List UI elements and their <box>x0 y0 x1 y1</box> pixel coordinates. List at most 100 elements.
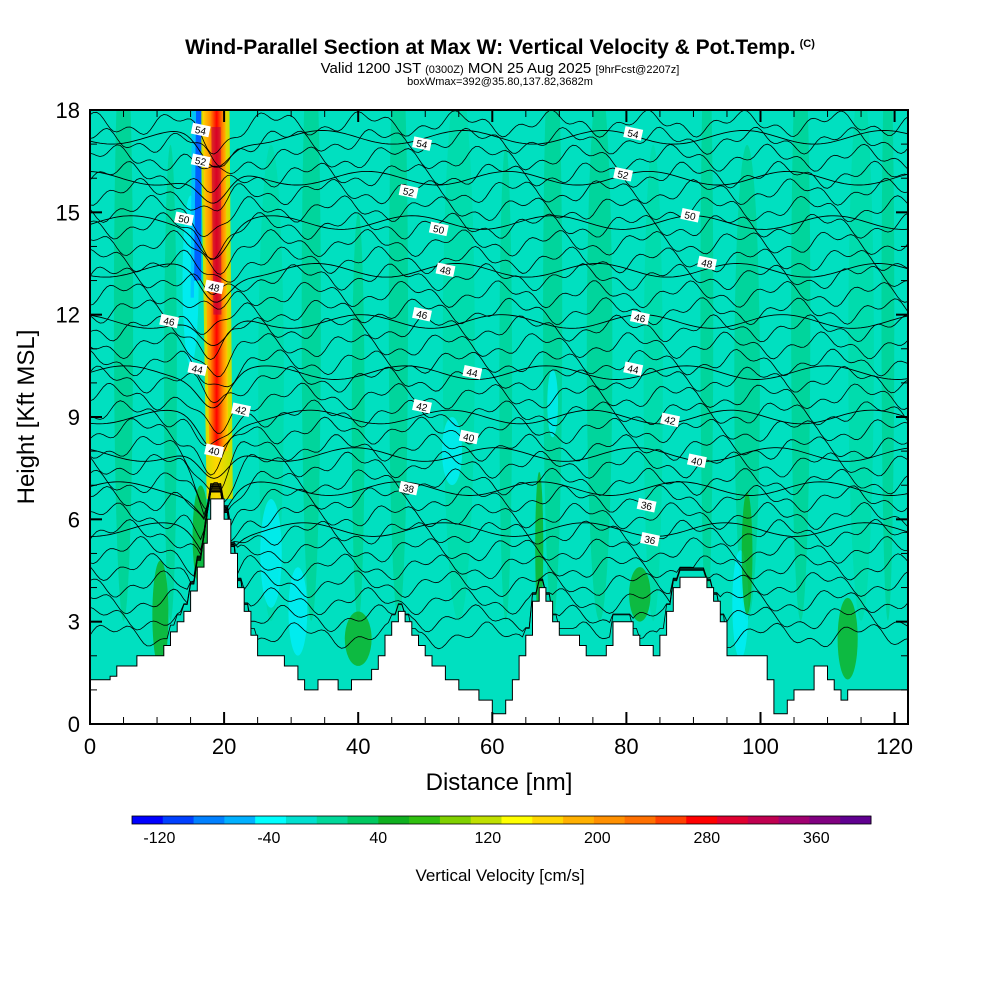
updraft-spot <box>741 492 753 615</box>
contour-label: 48 <box>697 255 717 271</box>
y-tick-label: 15 <box>56 200 80 225</box>
theta-contour-54 <box>90 130 908 168</box>
contour-label-bg <box>428 221 449 237</box>
contour-label: 46 <box>629 310 650 326</box>
theta-contour <box>90 399 908 447</box>
contour-label: 54 <box>190 122 211 138</box>
contour-label-bg <box>412 136 432 151</box>
theta-contour <box>90 177 908 212</box>
x-tick-label: 80 <box>614 734 638 759</box>
theta-contour <box>90 489 908 616</box>
contour-label-text: 54 <box>415 139 429 152</box>
colorbar-swatch <box>501 816 533 824</box>
plot-area: 54 54 54 52 52 52 50 50 50 48 48 48 46 46 46 44 44 44 42 42… <box>90 110 908 724</box>
forecast-tag: [9hrFcst@2207z] <box>595 64 680 76</box>
theta-contour-52 <box>90 170 908 204</box>
theta-contour <box>90 416 908 476</box>
theta-contour <box>90 450 908 512</box>
contour-label: 36 <box>636 497 657 513</box>
colorbar-tick-label: 360 <box>803 830 830 847</box>
y-tick-label: 3 <box>68 610 80 635</box>
contour-label-text: 50 <box>177 214 191 227</box>
colorbar-tick-label: 40 <box>369 830 387 847</box>
colorbar-swatch <box>409 816 441 824</box>
colorbar-swatch <box>809 816 841 824</box>
contour-label-bg <box>204 443 225 458</box>
contour-label: 50 <box>680 207 701 223</box>
contour-label-text: 44 <box>626 364 640 377</box>
theta-contour <box>90 382 908 434</box>
contour-label: 54 <box>412 136 432 152</box>
field-streak <box>113 110 134 621</box>
field-streak <box>881 110 895 621</box>
theta-contour <box>90 365 908 404</box>
theta-contour-38 <box>90 481 908 519</box>
contour-label-bg <box>623 361 644 376</box>
contour-label-bg <box>613 167 634 182</box>
contour-label: 52 <box>190 153 211 169</box>
theta-contour-46 <box>90 314 908 347</box>
x-tick-label: 60 <box>480 734 504 759</box>
contour-label: 50 <box>428 221 449 237</box>
y-tick-label: 18 <box>56 98 80 123</box>
theta-contour <box>90 143 908 175</box>
contour-label-bg <box>187 361 208 376</box>
theta-contour <box>90 229 908 275</box>
y-axis-title: Height [Kft MSL] <box>13 330 40 505</box>
contour-label-text: 50 <box>683 210 697 223</box>
theta-contour <box>90 297 908 335</box>
downdraft-spot <box>260 499 282 608</box>
colorbar-tick-label: -40 <box>257 830 280 847</box>
colorbar-swatch <box>162 816 195 824</box>
contour-label: 46 <box>412 306 432 322</box>
contour-label-bg <box>462 364 483 380</box>
updraft-spot <box>344 611 372 666</box>
theta-contour <box>90 485 908 543</box>
updraft-plume <box>190 110 233 499</box>
theta-contour-42 <box>90 409 908 452</box>
contour-label: 38 <box>398 480 419 496</box>
field-streak <box>586 110 613 621</box>
contour-label-text: 54 <box>626 128 640 141</box>
x-axis-title: Distance [nm] <box>426 769 573 796</box>
colorbar-swatch <box>717 816 749 824</box>
field-streak <box>848 110 874 621</box>
colorbar: -120 -40 40 120 200 280 360 <box>131 815 872 847</box>
valid-utc: (0300Z) <box>425 64 464 76</box>
title-mark: (C) <box>799 38 815 50</box>
theta-contour <box>90 160 908 194</box>
y-tick-label: 9 <box>68 405 80 430</box>
x-tick-label: 100 <box>742 734 779 759</box>
contour-label-text: 40 <box>207 446 221 459</box>
contour-label: 48 <box>435 262 456 278</box>
field-streak <box>164 144 177 621</box>
valid-time-line: Valid 1200 JST (0300Z) MON 25 Aug 2025 [… <box>0 60 1000 77</box>
contour-label-text: 50 <box>432 224 446 237</box>
theta-contour <box>90 195 908 238</box>
colorbar-swatch <box>532 816 564 824</box>
contour-label-bg <box>231 402 251 417</box>
contour-label-text: 42 <box>234 405 248 418</box>
contour-label: 40 <box>204 443 225 459</box>
downdraft-core <box>193 110 202 281</box>
colorbar-swatch <box>132 816 164 824</box>
x-tick-label: 20 <box>212 734 236 759</box>
theta-contour <box>90 348 908 388</box>
contour-label: 42 <box>412 399 432 414</box>
colorbar-tick-label: 280 <box>693 830 720 847</box>
contour-label-bg <box>680 207 701 223</box>
field-streak <box>700 110 714 621</box>
contour-label-text: 48 <box>700 258 714 271</box>
field-streak <box>499 144 513 621</box>
contour-label-text: 42 <box>663 415 677 428</box>
field-streak <box>543 110 563 621</box>
contour-label-text: 36 <box>640 500 654 513</box>
contour-label: 44 <box>623 361 644 377</box>
theta-contour <box>90 490 908 633</box>
y-tick-label: 6 <box>68 507 80 532</box>
theta-contour-50 <box>90 215 908 260</box>
theta-contour-44 <box>90 365 908 409</box>
box-wmax-line: boxWmax=392@35.80,137.82,3682m <box>407 76 593 88</box>
contour-label-bg <box>435 262 456 278</box>
